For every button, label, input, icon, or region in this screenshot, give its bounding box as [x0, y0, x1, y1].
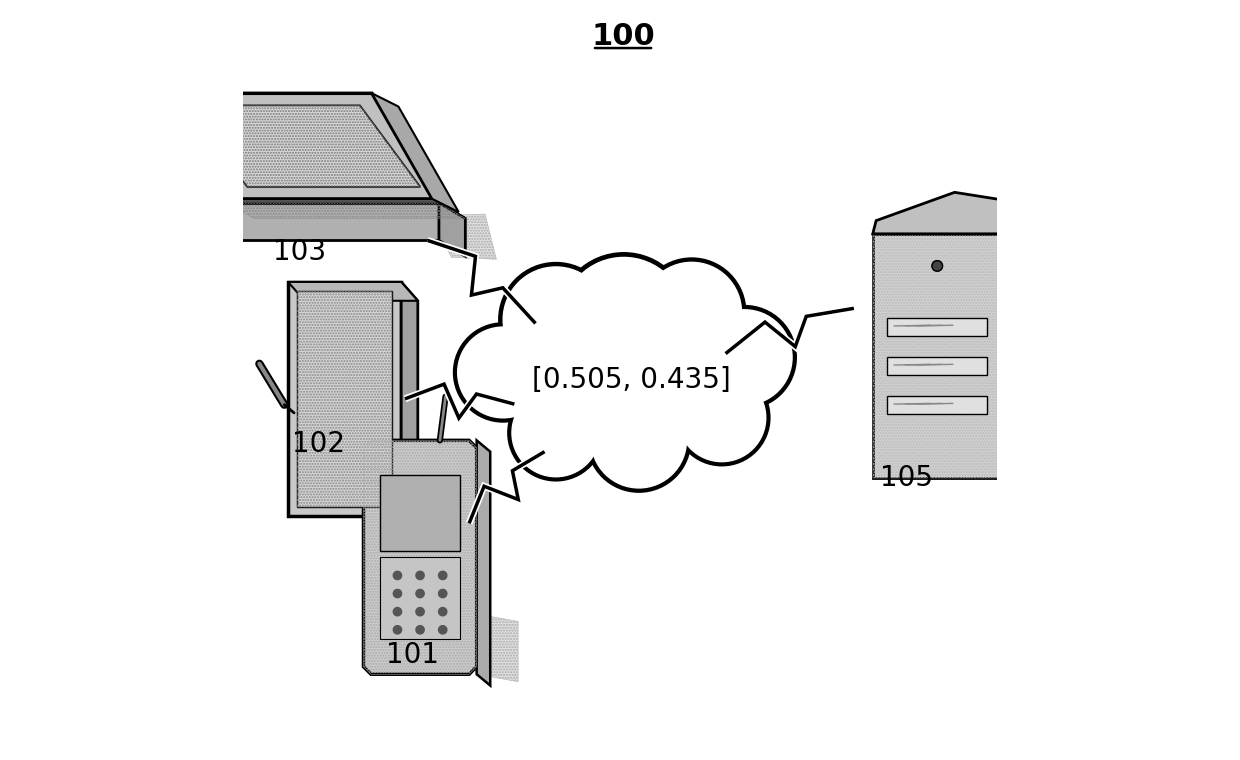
- Polygon shape: [228, 203, 465, 219]
- Circle shape: [932, 261, 942, 271]
- Circle shape: [696, 309, 794, 407]
- Polygon shape: [439, 203, 465, 256]
- Circle shape: [503, 267, 609, 372]
- Circle shape: [590, 391, 688, 489]
- Polygon shape: [433, 214, 496, 259]
- Text: 105: 105: [880, 464, 934, 492]
- Text: 100: 100: [591, 22, 656, 51]
- Polygon shape: [1016, 207, 1050, 478]
- Polygon shape: [887, 396, 987, 414]
- Circle shape: [642, 262, 742, 362]
- Polygon shape: [381, 557, 460, 639]
- Circle shape: [415, 607, 424, 616]
- Polygon shape: [288, 282, 418, 301]
- Polygon shape: [175, 93, 433, 199]
- Circle shape: [511, 388, 601, 478]
- Polygon shape: [381, 476, 460, 552]
- Circle shape: [415, 590, 424, 597]
- Polygon shape: [887, 318, 987, 336]
- Circle shape: [456, 326, 549, 420]
- Circle shape: [594, 305, 729, 440]
- Circle shape: [439, 572, 446, 580]
- Polygon shape: [372, 93, 459, 212]
- Circle shape: [439, 590, 446, 597]
- Circle shape: [517, 303, 656, 442]
- Circle shape: [458, 327, 548, 418]
- Circle shape: [512, 389, 600, 477]
- Polygon shape: [887, 356, 987, 375]
- Polygon shape: [476, 440, 490, 686]
- Circle shape: [415, 572, 424, 580]
- Text: 101: 101: [386, 641, 439, 670]
- Polygon shape: [228, 203, 439, 240]
- Text: 102: 102: [291, 430, 345, 458]
- Circle shape: [559, 255, 688, 384]
- Polygon shape: [873, 234, 1016, 478]
- Polygon shape: [298, 291, 392, 507]
- Circle shape: [595, 306, 728, 439]
- Polygon shape: [873, 192, 1050, 234]
- Circle shape: [439, 625, 446, 634]
- Circle shape: [677, 372, 768, 463]
- Polygon shape: [288, 282, 402, 516]
- Text: 103: 103: [273, 238, 326, 266]
- Polygon shape: [476, 614, 518, 682]
- Circle shape: [640, 261, 743, 363]
- Text: [0.505, 0.435]: [0.505, 0.435]: [532, 366, 730, 394]
- Circle shape: [393, 607, 402, 616]
- Polygon shape: [402, 282, 418, 535]
- Circle shape: [678, 374, 766, 461]
- Circle shape: [562, 258, 686, 382]
- Circle shape: [697, 310, 792, 405]
- Circle shape: [439, 607, 446, 616]
- Circle shape: [393, 625, 402, 634]
- Circle shape: [415, 625, 424, 634]
- Circle shape: [591, 393, 687, 488]
- Polygon shape: [187, 106, 420, 187]
- Polygon shape: [363, 440, 476, 674]
- Circle shape: [393, 572, 402, 580]
- Circle shape: [515, 301, 657, 444]
- Circle shape: [393, 590, 402, 597]
- Circle shape: [501, 265, 610, 374]
